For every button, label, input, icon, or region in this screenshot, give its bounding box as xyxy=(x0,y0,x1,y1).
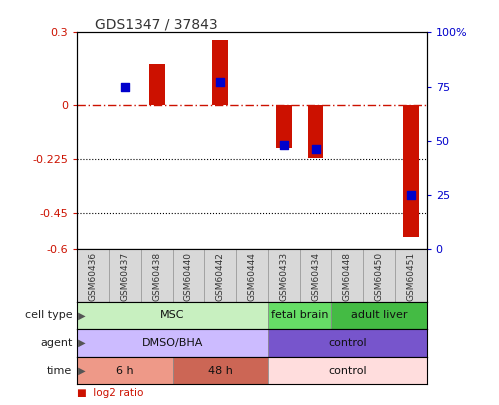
Bar xyxy=(149,64,165,104)
Bar xyxy=(403,104,419,237)
Text: adult liver: adult liver xyxy=(351,311,407,320)
Text: GDS1347 / 37843: GDS1347 / 37843 xyxy=(95,17,218,31)
Point xyxy=(311,146,319,153)
Text: GSM60437: GSM60437 xyxy=(120,252,129,301)
Bar xyxy=(77,302,268,329)
Text: GSM60440: GSM60440 xyxy=(184,252,193,301)
Bar xyxy=(212,40,228,104)
Text: time: time xyxy=(47,366,72,375)
Bar xyxy=(77,357,173,384)
Text: cell type: cell type xyxy=(25,311,72,320)
Text: GSM60444: GSM60444 xyxy=(248,252,256,301)
Bar xyxy=(173,357,268,384)
Text: control: control xyxy=(328,366,367,375)
Point xyxy=(407,192,415,198)
Point xyxy=(280,142,288,148)
Text: control: control xyxy=(328,338,367,348)
Text: 48 h: 48 h xyxy=(208,366,233,375)
Text: GSM60450: GSM60450 xyxy=(375,252,384,301)
Text: 6 h: 6 h xyxy=(116,366,134,375)
Point xyxy=(216,79,224,85)
Text: GSM60442: GSM60442 xyxy=(216,252,225,301)
Text: ■  log2 ratio: ■ log2 ratio xyxy=(77,388,144,399)
Text: fetal brain: fetal brain xyxy=(271,311,328,320)
Text: ▶: ▶ xyxy=(75,338,85,348)
Text: MSC: MSC xyxy=(160,311,185,320)
Bar xyxy=(268,329,427,357)
Bar xyxy=(307,104,323,158)
Text: GSM60436: GSM60436 xyxy=(89,252,98,301)
Text: GSM60438: GSM60438 xyxy=(152,252,161,301)
Text: GSM60451: GSM60451 xyxy=(406,252,415,301)
Bar xyxy=(268,357,427,384)
Bar xyxy=(276,104,292,148)
Text: agent: agent xyxy=(40,338,72,348)
Bar xyxy=(331,302,427,329)
Text: GSM60448: GSM60448 xyxy=(343,252,352,301)
Text: ▶: ▶ xyxy=(75,366,85,375)
Point xyxy=(121,83,129,90)
Text: DMSO/BHA: DMSO/BHA xyxy=(142,338,203,348)
Bar xyxy=(77,329,268,357)
Text: GSM60433: GSM60433 xyxy=(279,252,288,301)
Bar xyxy=(268,302,331,329)
Text: ▶: ▶ xyxy=(75,311,85,320)
Text: GSM60434: GSM60434 xyxy=(311,252,320,301)
